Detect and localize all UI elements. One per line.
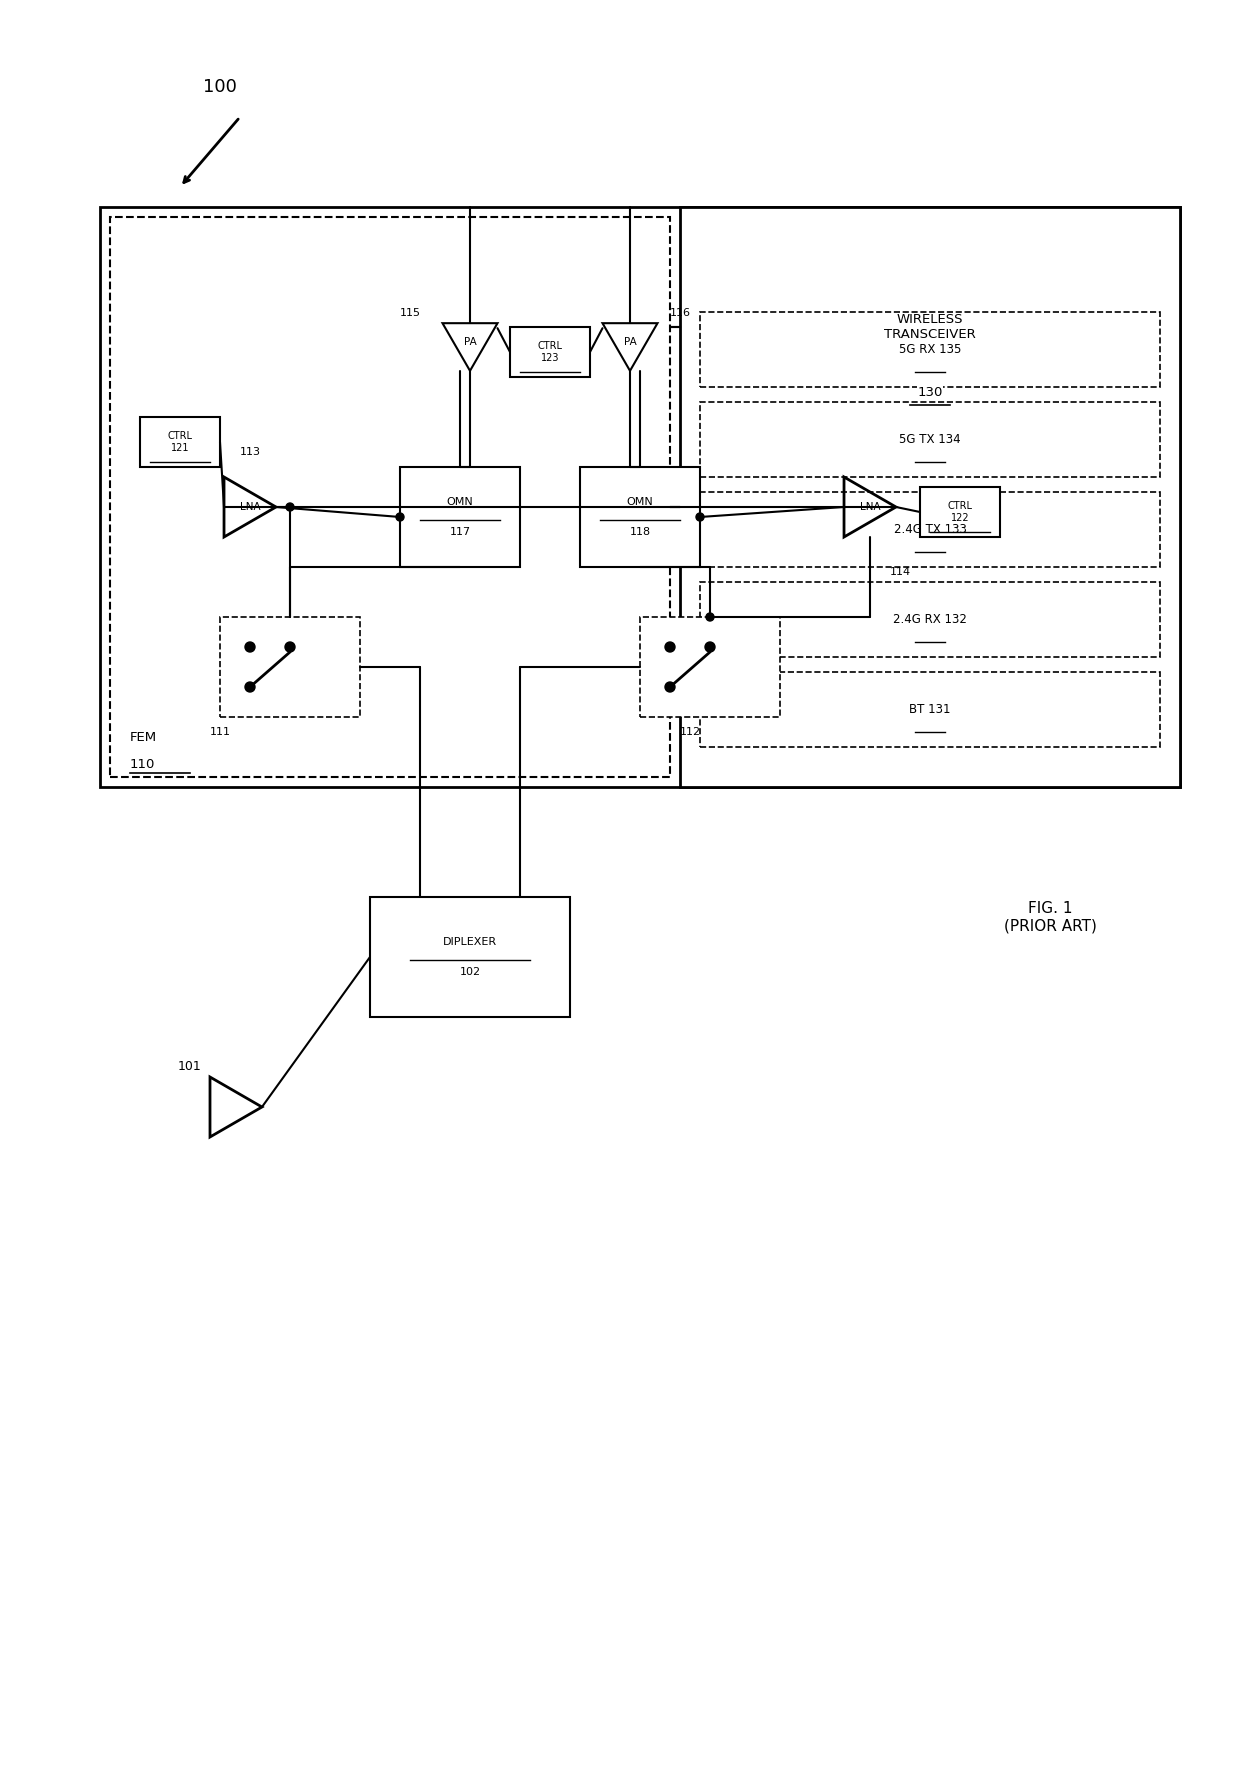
FancyBboxPatch shape (510, 327, 590, 376)
Circle shape (665, 682, 675, 693)
Text: 118: 118 (630, 527, 651, 537)
Circle shape (246, 682, 255, 693)
Text: PA: PA (464, 337, 476, 346)
Text: FEM: FEM (130, 730, 157, 744)
Text: 113: 113 (239, 447, 260, 458)
Text: 2.4G RX 132: 2.4G RX 132 (893, 613, 967, 626)
FancyBboxPatch shape (219, 617, 360, 717)
Circle shape (396, 512, 404, 521)
Text: 112: 112 (680, 726, 701, 737)
Text: CTRL
121: CTRL 121 (167, 431, 192, 452)
Text: CTRL
122: CTRL 122 (947, 502, 972, 523)
FancyBboxPatch shape (401, 466, 520, 567)
Text: 130: 130 (918, 385, 942, 399)
Text: FIG. 1
(PRIOR ART): FIG. 1 (PRIOR ART) (1003, 901, 1096, 933)
Circle shape (706, 641, 715, 652)
FancyBboxPatch shape (920, 488, 999, 537)
Circle shape (246, 641, 255, 652)
FancyBboxPatch shape (100, 207, 1180, 786)
Text: OMN: OMN (626, 497, 653, 507)
Text: 116: 116 (670, 307, 691, 318)
FancyBboxPatch shape (701, 671, 1159, 747)
Text: BT 131: BT 131 (909, 703, 951, 716)
FancyBboxPatch shape (370, 898, 570, 1018)
Text: DIPLEXER: DIPLEXER (443, 937, 497, 947)
Text: 111: 111 (210, 726, 231, 737)
Text: 117: 117 (449, 527, 470, 537)
FancyBboxPatch shape (110, 217, 670, 777)
Text: 102: 102 (460, 967, 481, 977)
Text: 2.4G TX 133: 2.4G TX 133 (894, 523, 966, 535)
FancyBboxPatch shape (580, 466, 701, 567)
Text: 101: 101 (179, 1060, 202, 1074)
FancyBboxPatch shape (701, 403, 1159, 477)
Text: 115: 115 (399, 307, 420, 318)
Circle shape (665, 641, 675, 652)
Text: 5G RX 135: 5G RX 135 (899, 343, 961, 355)
FancyBboxPatch shape (701, 491, 1159, 567)
Circle shape (706, 613, 714, 620)
Circle shape (696, 512, 704, 521)
FancyBboxPatch shape (701, 581, 1159, 657)
Text: LNA: LNA (239, 502, 260, 512)
Text: 5G TX 134: 5G TX 134 (899, 433, 961, 445)
Text: CTRL
123: CTRL 123 (537, 341, 563, 362)
Text: 114: 114 (890, 567, 911, 578)
Text: 100: 100 (203, 78, 237, 95)
Text: WIRELESS
TRANSCEIVER: WIRELESS TRANSCEIVER (884, 313, 976, 341)
Text: OMN: OMN (446, 497, 474, 507)
Text: PA: PA (624, 337, 636, 346)
FancyBboxPatch shape (140, 417, 219, 466)
FancyBboxPatch shape (680, 207, 1180, 786)
FancyBboxPatch shape (640, 617, 780, 717)
Circle shape (286, 504, 294, 511)
FancyBboxPatch shape (701, 313, 1159, 387)
Text: 110: 110 (130, 758, 155, 772)
Circle shape (285, 641, 295, 652)
Text: LNA: LNA (859, 502, 880, 512)
